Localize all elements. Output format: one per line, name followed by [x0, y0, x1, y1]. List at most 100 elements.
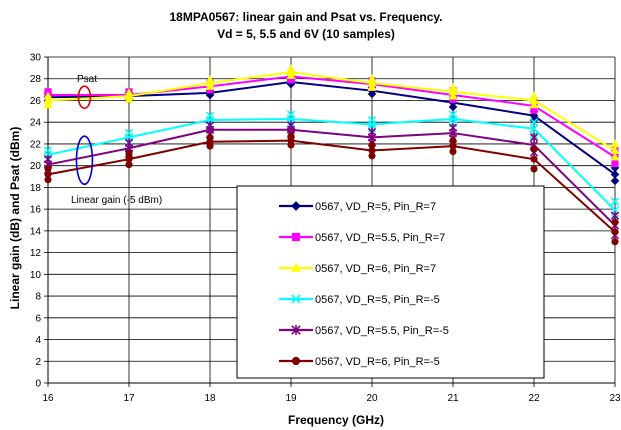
data-point: [448, 82, 458, 91]
data-point: [448, 102, 458, 112]
y-tick-label: 2: [35, 357, 41, 368]
y-tick-label: 20: [30, 161, 42, 172]
data-point: [530, 155, 538, 163]
x-tick-label: 20: [366, 393, 378, 404]
data-point: [43, 91, 53, 100]
data-point: [610, 197, 620, 206]
data-point: [367, 115, 377, 125]
legend-label: 0567, VD_R=5, Pin_R=-5: [315, 294, 440, 306]
legend-marker: [291, 324, 301, 336]
data-point: [610, 211, 620, 220]
data-point: [205, 121, 215, 130]
data-point: [286, 121, 296, 130]
legend-box: [236, 185, 545, 379]
legend-item-1: 0567, VD_R=5, Pin_R=7: [279, 201, 436, 213]
series-line: [47, 128, 616, 227]
data-point: [43, 100, 53, 109]
y-tick-label: 28: [30, 74, 42, 85]
data-point: [205, 111, 215, 120]
legend-item-2: 0567, VD_R=5.5, Pin_R=7: [279, 232, 445, 244]
legend-label: 0567, VD_R=6, Pin_R=-5: [315, 356, 440, 368]
legend-item-6: 0567, VD_R=6, Pin_R=-5: [279, 356, 440, 368]
y-tick-label: 10: [30, 270, 42, 281]
data-point: [529, 100, 539, 109]
data-point: [529, 91, 539, 100]
data-point: [611, 228, 619, 236]
psat-annotation: Psat: [77, 74, 97, 85]
data-point: [529, 111, 539, 120]
x-tick-label: 23: [609, 393, 621, 404]
linear-gain-annotation: Linear gain (-5 dBm): [71, 195, 162, 206]
x-tick-label: 16: [42, 393, 54, 404]
series-3: [43, 64, 620, 161]
data-point: [449, 137, 457, 145]
series-line: [47, 139, 616, 233]
data-point: [206, 133, 214, 141]
legend-marker: [291, 356, 301, 366]
data-point: [610, 152, 620, 161]
y-tick-label: 18: [30, 183, 42, 194]
y-tick-label: 14: [30, 226, 42, 237]
data-point: [124, 128, 134, 138]
x-tick-label: 18: [204, 393, 216, 404]
data-point: [530, 145, 538, 153]
legend-item-5: 0567, VD_R=5.5, Pin_R=-5: [279, 324, 449, 337]
data-point: [529, 118, 539, 127]
legend-marker: [291, 294, 301, 304]
y-tick-label: 24: [30, 118, 42, 129]
data-point: [610, 176, 620, 186]
data-point: [287, 132, 295, 140]
data-point: [368, 141, 376, 149]
linear-gain-ellipse: [75, 135, 94, 186]
legend-marker: [290, 262, 302, 272]
data-point: [124, 88, 134, 97]
psat-ellipse: [77, 85, 92, 110]
x-tick-label: 19: [285, 393, 297, 404]
series-4: [43, 110, 620, 224]
series-line: [47, 71, 616, 152]
chart-subtitle: Vd = 5, 5.5 and 6V (10 samples): [217, 27, 395, 41]
y-tick-label: 4: [35, 335, 41, 346]
y-tick-label: 26: [30, 96, 42, 107]
data-point: [610, 170, 620, 179]
y-tick-label: 22: [30, 139, 42, 150]
data-point: [610, 139, 620, 148]
data-point: [286, 110, 296, 119]
y-tick-label: 30: [30, 53, 42, 64]
x-axis-label: Frequency (GHz): [288, 413, 384, 427]
data-point: [44, 165, 52, 173]
legend-label: 0567, VD_R=5, Pin_R=7: [315, 201, 436, 213]
legend-marker: [291, 201, 301, 211]
data-point: [448, 123, 458, 132]
data-point: [611, 238, 619, 246]
data-point: [43, 95, 53, 104]
x-tick-label: 22: [528, 393, 540, 404]
legend-item-3: 0567, VD_R=6, Pin_R=7: [279, 262, 436, 275]
data-point: [205, 75, 215, 84]
data-point: [529, 124, 539, 133]
data-point: [43, 154, 53, 164]
x-tick-label: 17: [123, 393, 135, 404]
series-6: [44, 132, 619, 246]
legend-marker: [291, 232, 301, 242]
data-point: [367, 74, 377, 83]
legend-item-4: 0567, VD_R=5, Pin_R=-5: [279, 294, 440, 306]
data-point: [530, 165, 538, 173]
legend-label: 0567, VD_R=5.5, Pin_R=7: [315, 232, 445, 244]
series-line: [47, 80, 616, 176]
data-point: [611, 159, 619, 168]
data-point: [529, 95, 539, 104]
legend-label: 0567, VD_R=5.5, Pin_R=-5: [315, 325, 449, 337]
y-tick-label: 12: [30, 248, 42, 259]
data-point: [448, 91, 458, 100]
data-point: [611, 218, 619, 226]
y-tick-label: 16: [30, 205, 42, 216]
data-point: [367, 78, 377, 87]
y-axis-label: Linear gain (dB) and Psat (dBm): [8, 127, 22, 310]
data-point: [529, 133, 539, 142]
data-point: [125, 150, 133, 158]
chart-title: 18MPA0567: linear gain and Psat vs. Freq…: [170, 10, 443, 24]
y-tick-label: 6: [35, 313, 41, 324]
